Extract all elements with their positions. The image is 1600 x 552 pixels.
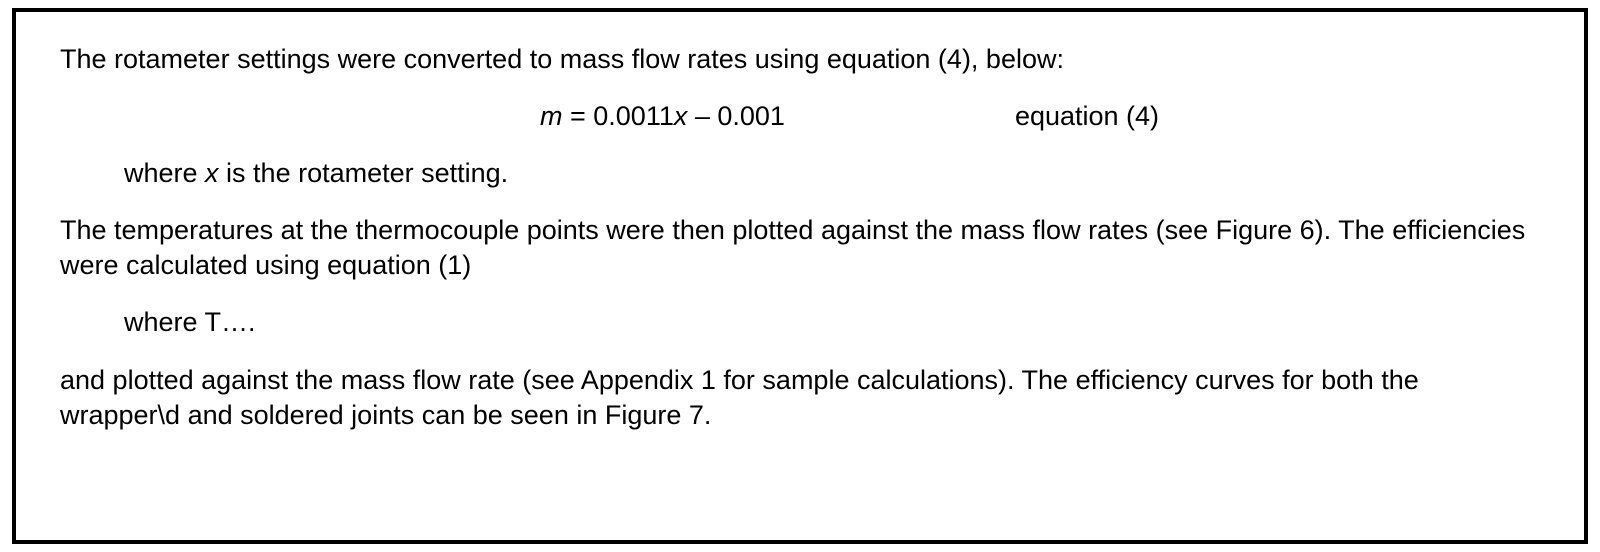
equation-var-m: m [540, 101, 563, 131]
page: The rotameter settings were converted to… [0, 0, 1600, 552]
where-clause-1: where x is the rotameter setting. [60, 156, 1540, 191]
equation-var-x: x [674, 101, 688, 131]
paragraph-intro: The rotameter settings were converted to… [60, 42, 1540, 77]
where1-post: is the rotameter setting. [219, 158, 509, 188]
equation-row: m = 0.0011x – 0.001 equation (4) [60, 99, 1540, 134]
equation-mid: = 0.0011 [563, 101, 674, 131]
where-clause-2: where T…. [60, 305, 1540, 340]
equation-formula: m = 0.0011x – 0.001 [540, 99, 785, 134]
paragraph-efficiency: and plotted against the mass flow rate (… [60, 363, 1540, 433]
text-frame: The rotameter settings were converted to… [12, 8, 1588, 544]
where1-pre: where [124, 158, 205, 188]
equation-tail: – 0.001 [687, 101, 785, 131]
equation-label: equation (4) [1015, 99, 1159, 134]
where1-var: x [205, 158, 219, 188]
paragraph-thermocouple: The temperatures at the thermocouple poi… [60, 213, 1540, 283]
